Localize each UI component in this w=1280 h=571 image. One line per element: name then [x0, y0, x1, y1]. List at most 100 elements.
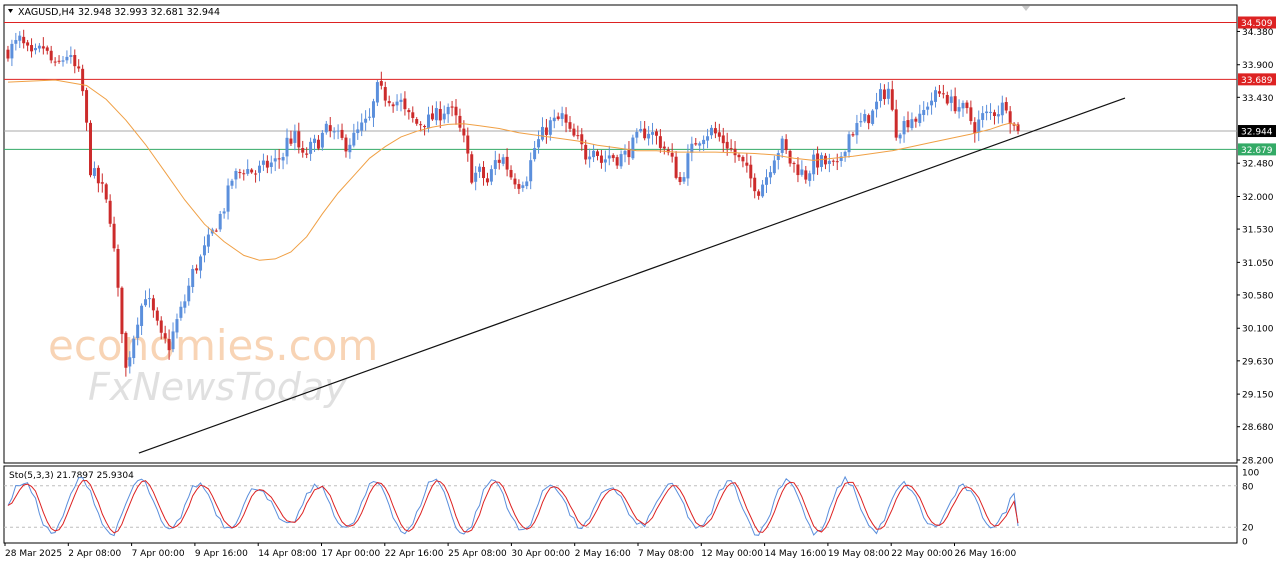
time-tick-label: 30 Apr 00:00	[511, 549, 570, 559]
time-tick-label: 14 May 16:00	[765, 549, 827, 559]
candle-body	[387, 101, 391, 104]
candle	[116, 244, 120, 297]
candle	[22, 29, 26, 49]
level-label: 34.509	[1241, 19, 1273, 29]
candle-body	[470, 154, 474, 183]
candle-body	[996, 114, 1000, 117]
candle	[1008, 106, 1012, 134]
candle-body	[493, 160, 497, 169]
candle-body	[859, 121, 863, 123]
candle	[843, 150, 847, 162]
candle-body	[957, 107, 961, 112]
candle-body	[941, 93, 945, 95]
candle-body	[6, 49, 10, 59]
candle	[391, 102, 395, 113]
price-tick-label: 31.530	[1242, 226, 1274, 236]
candle-body	[749, 164, 753, 179]
price-tick-label: 28.200	[1242, 457, 1274, 467]
candle	[745, 153, 749, 173]
candle-body	[796, 164, 800, 176]
candle-body	[694, 143, 698, 145]
candle-body	[501, 157, 505, 164]
candle-body	[163, 333, 167, 339]
candle	[733, 141, 737, 163]
candle	[945, 91, 949, 106]
candle	[918, 104, 922, 127]
price-tick-label: 30.100	[1242, 325, 1274, 335]
candle-body	[250, 169, 254, 173]
candle	[458, 108, 462, 132]
candle-body	[427, 114, 430, 129]
candle-body	[37, 45, 41, 49]
candle-body	[65, 56, 69, 61]
candle	[871, 109, 875, 126]
candle-body	[497, 159, 501, 163]
candle	[800, 160, 804, 177]
candle-body	[411, 112, 415, 118]
candle	[261, 153, 265, 171]
candle-body	[395, 101, 399, 106]
dropdown-arrow-icon[interactable]	[8, 9, 13, 13]
candle	[1016, 122, 1020, 135]
candle	[772, 155, 776, 175]
candle	[218, 210, 222, 232]
candle-body	[619, 154, 623, 167]
candle	[973, 117, 977, 143]
stoch-signal-line[interactable]	[7, 479, 1019, 534]
candle-body	[85, 90, 89, 123]
candle	[199, 254, 203, 279]
candle-body	[765, 177, 768, 185]
price-tick-label: 32.480	[1242, 160, 1274, 170]
candle	[265, 155, 269, 174]
candle-body	[352, 132, 356, 146]
candle	[344, 134, 348, 158]
candle	[485, 172, 489, 186]
time-tick-label: 28 Mar 2025	[5, 549, 62, 559]
candle-body	[721, 135, 725, 144]
candle	[136, 317, 140, 346]
candle	[128, 351, 132, 374]
candle	[658, 128, 662, 153]
candle-body	[144, 299, 148, 306]
candle	[14, 32, 18, 51]
candle-body	[73, 55, 77, 67]
candle-body	[953, 96, 957, 112]
candle-body	[686, 153, 690, 179]
candle-body	[104, 184, 108, 200]
candle	[619, 150, 623, 169]
candle	[992, 109, 996, 125]
candle	[305, 147, 309, 159]
price-tick-label: 29.150	[1242, 391, 1274, 401]
candle	[222, 208, 226, 219]
moving-average-line[interactable]	[7, 79, 1019, 261]
candle-body	[120, 287, 124, 335]
shift-marker-icon[interactable]	[1022, 6, 1030, 11]
candle-body	[124, 332, 128, 368]
candle	[560, 106, 564, 127]
stoch-main-line[interactable]	[7, 475, 1019, 537]
candle-body	[823, 155, 827, 165]
stoch-panel-frame	[3, 465, 1238, 544]
candle-body	[930, 100, 934, 106]
candle	[195, 264, 199, 274]
stoch-tick-label: 0	[1242, 538, 1248, 548]
candle-body	[521, 185, 525, 188]
candle	[144, 290, 148, 307]
candle-body	[965, 102, 969, 109]
candle-body	[894, 109, 898, 138]
candle	[258, 160, 261, 182]
candle-body	[945, 94, 949, 104]
candle-body	[882, 89, 886, 100]
candle-body	[989, 111, 993, 113]
candle	[851, 131, 855, 137]
ascending-trendline[interactable]	[138, 97, 1126, 454]
candle-body	[140, 305, 144, 326]
candle	[191, 265, 195, 293]
candle	[725, 132, 729, 156]
level-label: 33.689	[1241, 76, 1273, 86]
candle-body	[320, 132, 324, 148]
candle-body	[662, 146, 666, 149]
candle	[395, 94, 399, 111]
